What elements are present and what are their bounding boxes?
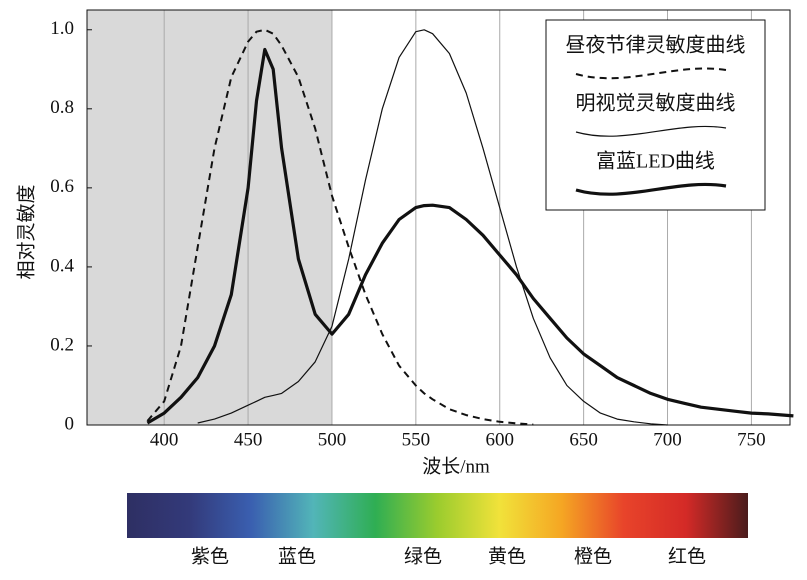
legend-label: 明视觉灵敏度曲线 [576,92,736,115]
y-tick-label: 1.0 [50,18,74,39]
x-tick-label: 700 [653,429,682,450]
spectrum-label: 绿色 [404,545,442,567]
y-tick-label: 0 [65,413,75,434]
x-tick-label: 450 [234,429,263,450]
y-tick-label: 0.2 [50,334,74,355]
x-tick-label: 400 [150,429,179,450]
legend-swatch [575,67,727,80]
legend-box [545,19,766,211]
x-tick-label: 550 [402,429,431,450]
spectrum-label: 紫色 [191,545,229,567]
y-tick-label: 0.8 [50,97,74,118]
legend-label: 昼夜节律灵敏度曲线 [566,34,746,57]
y-axis-title: 相对灵敏度 [15,184,37,279]
x-tick-label: 650 [569,429,598,450]
series-line [197,29,668,426]
legend-swatch [575,125,727,137]
spectrum-label: 黄色 [488,545,526,567]
x-tick-label: 500 [318,429,347,450]
y-tick-label: 0.6 [50,176,74,197]
series-line [146,28,534,426]
spectrum-bar [127,493,748,538]
spectrum-label: 橙色 [574,545,612,567]
plot-frame [86,9,791,426]
series-line [146,47,794,425]
spectrum-label: 红色 [668,545,706,567]
x-tick-label: 600 [485,429,514,450]
y-tick-label: 0.4 [50,255,74,276]
x-tick-label: 750 [737,429,766,450]
spectrum-label: 蓝色 [278,545,316,567]
legend-swatch [575,182,727,196]
legend-label: 富蓝LED曲线 [596,150,715,173]
x-axis-title: 波长/nm [422,455,490,477]
